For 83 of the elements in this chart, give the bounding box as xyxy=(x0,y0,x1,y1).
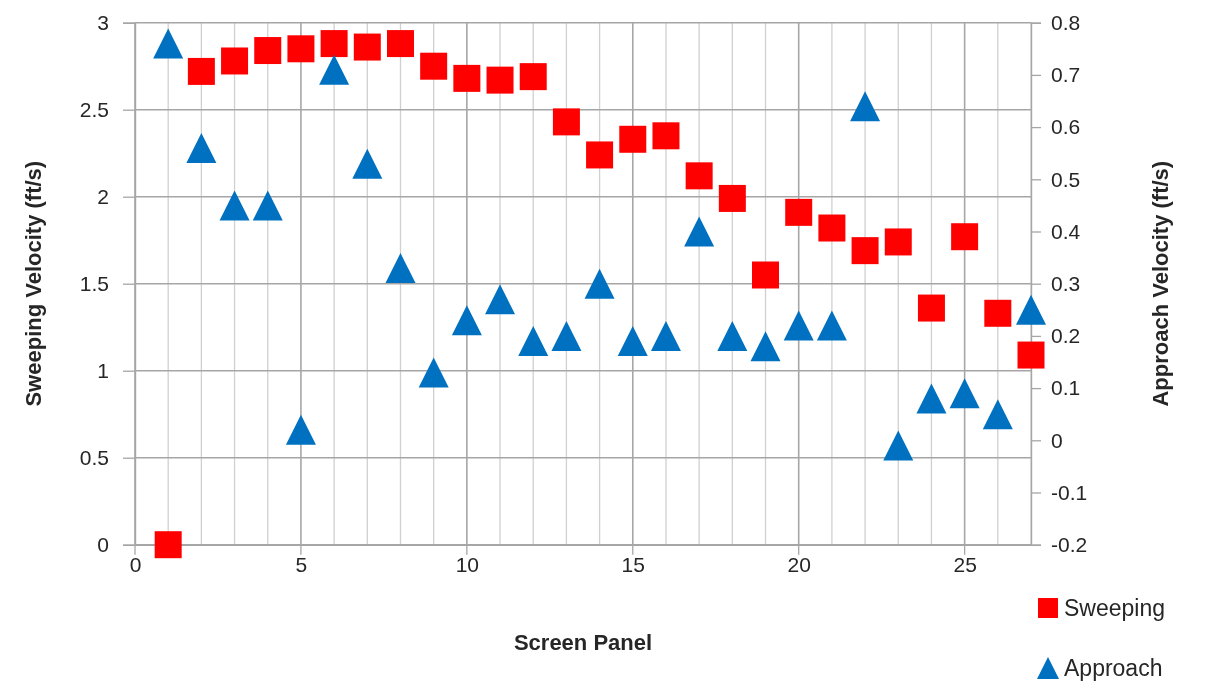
point xyxy=(984,299,1012,327)
y2-tick-label: 0.8 xyxy=(1051,10,1081,34)
y-tick-label: 1 xyxy=(97,358,109,382)
point xyxy=(717,320,748,351)
y-tick-label: 2.5 xyxy=(79,97,109,121)
point xyxy=(486,66,514,94)
point xyxy=(684,216,715,247)
y-axis-title: Sweeping Velocity (ft/s) xyxy=(21,160,46,407)
point xyxy=(252,190,283,221)
x-tick-label: 5 xyxy=(295,552,308,576)
point xyxy=(1016,294,1046,325)
point xyxy=(285,414,316,445)
point xyxy=(718,184,746,212)
point xyxy=(982,399,1013,430)
point xyxy=(154,531,182,559)
point xyxy=(685,162,713,190)
y2-tick-label: -0.2 xyxy=(1051,532,1088,556)
point xyxy=(584,268,615,299)
x-tick-label: 20 xyxy=(787,552,811,576)
point xyxy=(1017,341,1045,369)
point xyxy=(619,125,647,153)
point xyxy=(783,310,814,341)
y2-tick-label: 0.7 xyxy=(1051,63,1081,87)
y2-tick-label: 0.5 xyxy=(1051,167,1081,191)
point xyxy=(816,310,847,341)
point xyxy=(917,294,945,322)
point xyxy=(485,284,516,315)
point xyxy=(353,33,381,61)
point xyxy=(352,148,383,179)
x-tick-label: 0 xyxy=(129,552,142,576)
point xyxy=(518,326,549,357)
point xyxy=(186,132,217,163)
point xyxy=(652,122,680,150)
y2-tick-label: 0.3 xyxy=(1051,271,1081,295)
y-tick-label: 2 xyxy=(97,184,109,208)
y2-tick-label: 0.1 xyxy=(1051,376,1081,400)
x-axis-title: Screen Panel xyxy=(513,630,653,655)
point xyxy=(386,30,414,58)
point xyxy=(752,261,780,289)
point xyxy=(552,108,580,136)
y-tick-label: 0.5 xyxy=(79,445,109,469)
point xyxy=(949,378,980,409)
point xyxy=(254,37,282,65)
point xyxy=(418,357,449,388)
y-tick-label: 0 xyxy=(97,532,109,556)
point xyxy=(818,214,846,242)
point xyxy=(221,47,249,75)
point xyxy=(850,91,881,122)
y2-tick-label: 0 xyxy=(1051,428,1063,452)
x-tick-label: 15 xyxy=(621,552,645,576)
point xyxy=(287,35,315,63)
point xyxy=(420,52,448,80)
y2-tick-label: 0.4 xyxy=(1051,219,1081,243)
legend-label: Approach xyxy=(1064,655,1163,682)
point xyxy=(951,223,979,251)
y2-tick-label: 0.2 xyxy=(1051,324,1081,348)
x-tick-label: 25 xyxy=(953,552,977,576)
point xyxy=(883,430,914,461)
point xyxy=(319,54,350,85)
point xyxy=(153,28,184,59)
x-tick-label: 10 xyxy=(455,552,480,576)
point xyxy=(750,331,781,362)
point xyxy=(650,320,681,351)
point xyxy=(586,141,614,169)
y-tick-label: 3 xyxy=(97,10,109,34)
point xyxy=(851,237,879,265)
legend-label: Sweeping xyxy=(1064,595,1166,622)
point xyxy=(453,64,481,92)
point xyxy=(916,383,947,414)
point xyxy=(884,228,912,256)
point xyxy=(385,253,416,284)
point xyxy=(451,305,482,336)
point xyxy=(219,190,250,221)
y2-tick-label: 0.6 xyxy=(1051,115,1081,139)
y-tick-label: 1.5 xyxy=(79,271,109,295)
y2-tick-label: -0.1 xyxy=(1051,480,1088,504)
point xyxy=(320,30,348,58)
point xyxy=(785,198,813,226)
y2-axis-title: Approach Velocity (ft/s) xyxy=(1148,160,1173,407)
point xyxy=(617,326,648,357)
point xyxy=(519,63,547,91)
point xyxy=(551,320,582,351)
point xyxy=(187,57,215,85)
